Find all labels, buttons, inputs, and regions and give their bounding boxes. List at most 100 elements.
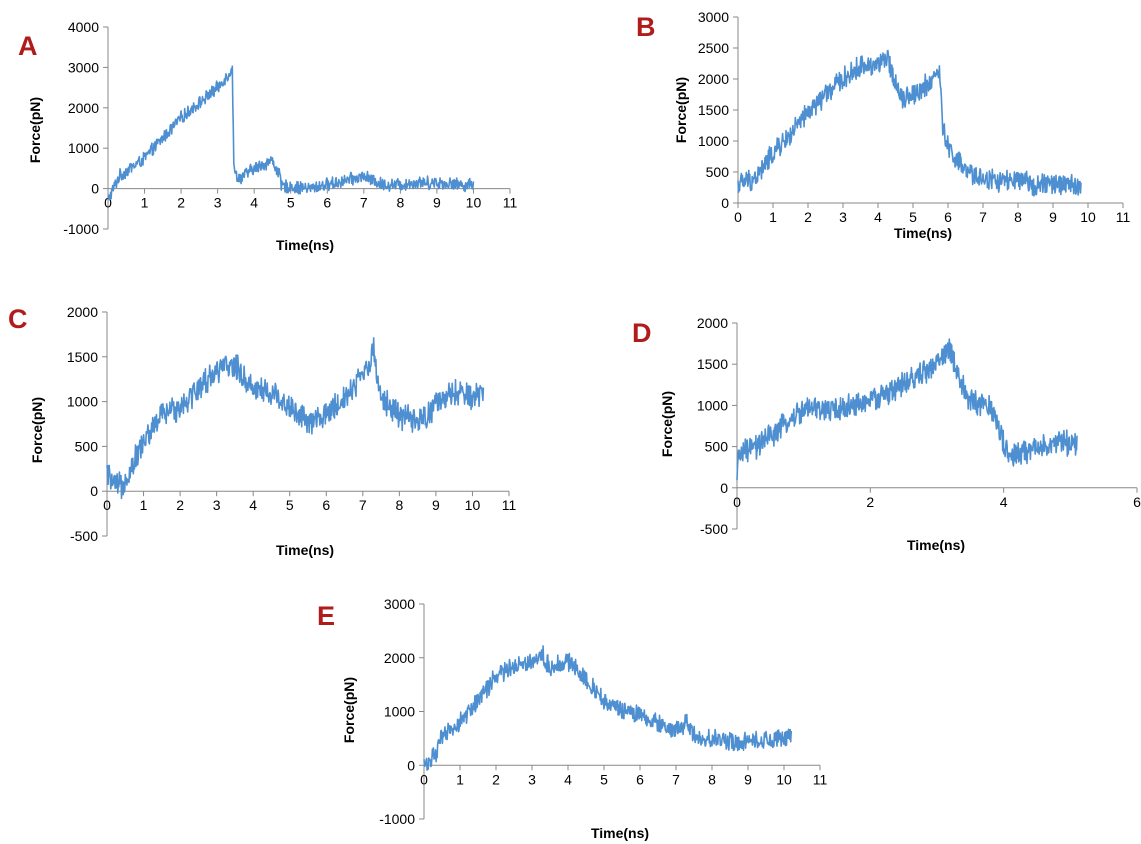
series-line: [107, 65, 475, 201]
y-tick-label: -500: [70, 528, 98, 544]
panel-letter: C: [8, 304, 28, 334]
chart-panel-a: A -1000 0 1000 2000 3000 4000 0 1 2 3 4 5 6 7 8 9 10 11 Tim…: [18, 19, 517, 253]
y-tick-label: 1500: [697, 356, 728, 372]
x-tick-label: 11: [503, 195, 518, 211]
x-tick-label: 2: [176, 497, 184, 513]
x-tick-label: 11: [502, 497, 517, 513]
x-tick-label: 10: [776, 771, 792, 787]
series-line: [423, 645, 792, 771]
x-tick-label: 6: [636, 771, 644, 787]
y-tick-label: 0: [91, 181, 99, 197]
x-tick-label: 7: [359, 497, 367, 513]
y-tick-label: -500: [700, 521, 728, 537]
x-tick-label: 9: [744, 771, 752, 787]
y-tick-label: 500: [705, 439, 729, 455]
x-tick-label: 8: [395, 497, 403, 513]
x-tick-label: 0: [103, 497, 111, 513]
x-tick-label: 3: [839, 209, 847, 225]
y-tick-label: -1000: [63, 221, 99, 237]
y-tick-label: 3000: [68, 59, 99, 75]
x-tick-label: 3: [213, 497, 221, 513]
panel-letter: D: [632, 318, 652, 348]
y-tick-label: 2000: [698, 71, 729, 87]
panel-letter: A: [18, 31, 38, 61]
x-tick-label: 10: [466, 195, 482, 211]
x-tick-label: 6: [322, 497, 330, 513]
x-tick-label: 1: [140, 497, 148, 513]
y-tick-label: 1500: [698, 102, 729, 118]
y-tick-label: 2000: [68, 100, 99, 116]
x-tick-label: 6: [1133, 494, 1141, 510]
y-tick-label: 500: [706, 164, 730, 180]
x-tick-label: 0: [104, 195, 112, 211]
y-tick-label: 3000: [384, 596, 415, 612]
x-tick-label: 11: [1116, 209, 1131, 225]
chart-panel-d: D -500 0 500 1000 1500 2000 0 2 4 6 Time(ns) Force(p…: [632, 315, 1141, 553]
x-tick-label: 6: [323, 195, 331, 211]
y-tick-label: 2000: [67, 304, 98, 320]
y-axis-title: Force(pN): [341, 677, 357, 743]
x-tick-label: 11: [813, 771, 828, 787]
y-tick-label: 1000: [384, 704, 415, 720]
y-tick-label: -1000: [379, 811, 415, 827]
x-tick-label: 7: [979, 209, 987, 225]
x-tick-label: 2: [177, 195, 185, 211]
x-tick-label: 3: [214, 195, 222, 211]
x-tick-label: 8: [1014, 209, 1022, 225]
y-tick-label: 0: [407, 757, 415, 773]
x-tick-label: 4: [249, 497, 257, 513]
chart-panel-b: B 0 500 1000 1500 2000 2500 3000 0 1 2 3 4 5 6 7 8 9 10 11 T…: [636, 9, 1130, 241]
x-tick-label: 10: [465, 497, 481, 513]
x-tick-label: 4: [250, 195, 258, 211]
x-tick-label: 6: [944, 209, 952, 225]
x-axis-title: Time(ns): [276, 542, 334, 558]
x-tick-label: 9: [433, 195, 441, 211]
x-tick-label: 1: [769, 209, 777, 225]
y-tick-label: 1000: [697, 397, 728, 413]
y-tick-label: 1000: [698, 133, 729, 149]
x-tick-label: 5: [909, 209, 917, 225]
y-tick-label: 1000: [68, 140, 99, 156]
series-line: [737, 49, 1082, 197]
series-line: [106, 337, 485, 500]
y-tick-label: 0: [721, 195, 729, 211]
x-tick-label: 7: [672, 771, 680, 787]
x-tick-label: 5: [600, 771, 608, 787]
y-tick-label: 2000: [697, 315, 728, 331]
y-axis-title: Force(pN): [27, 97, 43, 163]
y-tick-label: 3000: [698, 9, 729, 25]
x-tick-label: 4: [874, 209, 882, 225]
y-axis-title: Force(pN): [673, 77, 689, 143]
y-tick-label: 0: [90, 483, 98, 499]
x-tick-label: 3: [528, 771, 536, 787]
x-tick-label: 4: [564, 771, 572, 787]
x-axis-title: Time(ns): [894, 225, 952, 241]
x-tick-label: 7: [360, 195, 368, 211]
x-tick-label: 2: [866, 494, 874, 510]
x-tick-label: 1: [456, 771, 464, 787]
series-line: [736, 338, 1078, 481]
y-tick-label: 0: [720, 480, 728, 496]
y-axis-title: Force(pN): [659, 391, 675, 457]
panel-letter: E: [317, 601, 335, 631]
x-tick-label: 4: [1000, 494, 1008, 510]
y-tick-label: 1500: [67, 349, 98, 365]
x-tick-label: 9: [432, 497, 440, 513]
y-tick-label: 4000: [68, 19, 99, 35]
x-tick-label: 10: [1080, 209, 1096, 225]
x-tick-label: 0: [734, 209, 742, 225]
y-tick-label: 2000: [384, 650, 415, 666]
panel-letter: B: [636, 12, 656, 42]
x-tick-label: 0: [733, 494, 741, 510]
x-axis-title: Time(ns): [276, 237, 334, 253]
chart-panel-e: E -1000 0 1000 2000 3000 0 1 2 3 4 5 6 7 8 9 10 11 Time(ns…: [317, 596, 827, 841]
x-tick-label: 8: [396, 195, 404, 211]
x-tick-label: 2: [492, 771, 500, 787]
x-axis-title: Time(ns): [591, 825, 649, 841]
y-axis-title: Force(pN): [29, 397, 45, 463]
x-tick-label: 2: [804, 209, 812, 225]
x-tick-label: 5: [286, 497, 294, 513]
x-tick-label: 8: [708, 771, 716, 787]
y-tick-label: 1000: [67, 394, 98, 410]
